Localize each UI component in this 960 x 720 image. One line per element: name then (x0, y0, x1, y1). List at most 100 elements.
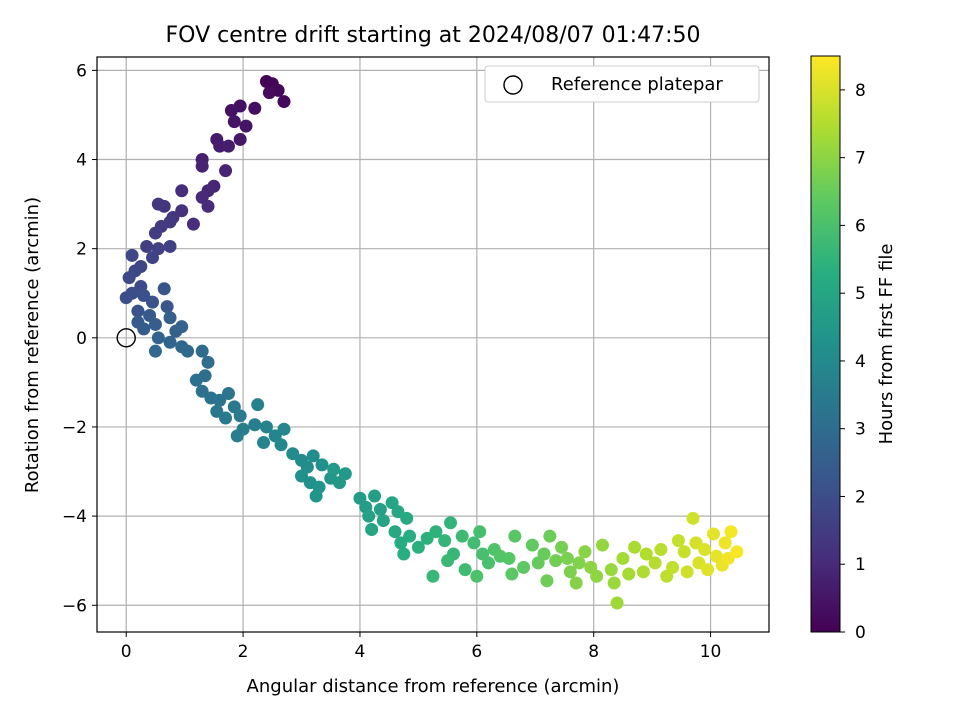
legend-marker (503, 75, 523, 95)
x-axis-label: Angular distance from reference (arcmin) (247, 676, 620, 697)
data-point (160, 300, 174, 314)
data-point (724, 525, 738, 539)
colorbar-label: Hours from first FF file (876, 244, 897, 445)
data-point (458, 563, 472, 577)
data-point (274, 438, 288, 452)
data-point (590, 569, 604, 583)
data-point (148, 226, 162, 240)
data-point (540, 574, 554, 588)
colorbar-tick-label: 6 (855, 216, 866, 236)
data-point (140, 239, 154, 253)
data-point (259, 420, 273, 434)
y-tick-label: −4 (62, 507, 87, 527)
data-point (537, 547, 551, 561)
data-point (119, 291, 133, 305)
data-point (444, 516, 458, 530)
colorbar-tick-label: 4 (855, 352, 866, 372)
data-point (338, 467, 352, 481)
reference-platepar-marker (116, 328, 136, 348)
data-point (505, 567, 519, 581)
colorbar: 0 1 2 3 4 5 6 7 8 Hours from first FF file (810, 55, 897, 643)
data-point (730, 545, 744, 559)
data-point (610, 596, 624, 610)
colorbar-tick-label: 1 (855, 555, 866, 575)
data-point (470, 569, 484, 583)
data-point (525, 538, 539, 552)
data-point (262, 86, 276, 100)
data-point (248, 418, 262, 432)
data-point (195, 159, 209, 173)
data-point (698, 543, 712, 557)
data-point (201, 355, 215, 369)
data-point (224, 103, 238, 117)
legend-label: Reference platepar (551, 74, 723, 95)
colorbar-tick-label: 8 (855, 81, 866, 101)
data-point (555, 540, 569, 554)
data-point (403, 529, 417, 543)
data-point (604, 563, 618, 577)
colorbar-gradient (810, 55, 841, 633)
data-point (438, 534, 452, 548)
data-point (543, 529, 557, 543)
data-point (186, 217, 200, 231)
data-point (230, 429, 244, 443)
data-point (306, 449, 320, 463)
data-point (233, 132, 247, 146)
data-point (569, 576, 583, 590)
data-point (163, 239, 177, 253)
y-tick-label: −2 (62, 418, 87, 438)
data-point (376, 514, 390, 528)
grid (97, 57, 769, 632)
data-point (648, 556, 662, 570)
colorbar-tick-label: 3 (855, 420, 866, 440)
data-point (578, 545, 592, 559)
data-point (309, 489, 323, 503)
data-point (441, 554, 455, 568)
data-point (201, 199, 215, 213)
data-point (671, 534, 685, 548)
x-tick-label: 4 (355, 642, 366, 662)
data-point (595, 538, 609, 552)
data-point (701, 563, 715, 577)
data-point (467, 536, 481, 550)
data-point (327, 462, 341, 476)
data-point (151, 331, 165, 345)
data-point (131, 304, 145, 318)
data-point (277, 95, 291, 109)
data-point (362, 509, 376, 523)
data-point (718, 536, 732, 550)
data-point (175, 184, 189, 198)
data-point (636, 565, 650, 579)
data-point (400, 511, 414, 525)
data-point (163, 335, 177, 349)
data-point (227, 115, 241, 129)
data-point (221, 387, 235, 401)
colorbar-tick-label: 5 (855, 284, 866, 304)
data-point (429, 525, 443, 539)
x-tick-label: 10 (700, 642, 722, 662)
data-point (680, 565, 694, 579)
data-point (517, 560, 531, 574)
data-point (122, 271, 136, 285)
data-point (426, 569, 440, 583)
data-point (666, 560, 680, 574)
x-tick-label: 6 (471, 642, 482, 662)
data-point (219, 411, 233, 425)
data-point (257, 436, 271, 450)
colorbar-tick-label: 7 (855, 149, 866, 169)
data-point (654, 543, 668, 557)
y-tick-label: 4 (76, 151, 87, 171)
colorbar-ticks: 0 1 2 3 4 5 6 7 8 (840, 81, 866, 643)
data-point (157, 282, 171, 296)
data-point (189, 373, 203, 387)
data-point (251, 398, 265, 412)
data-point (175, 320, 189, 334)
data-point (151, 197, 165, 211)
data-point (572, 556, 586, 570)
data-point (248, 101, 262, 115)
data-point (622, 567, 636, 581)
data-point (137, 322, 151, 336)
data-point (607, 576, 621, 590)
data-point (560, 551, 574, 565)
y-axis-label: Rotation from reference (arcmin) (22, 197, 43, 493)
